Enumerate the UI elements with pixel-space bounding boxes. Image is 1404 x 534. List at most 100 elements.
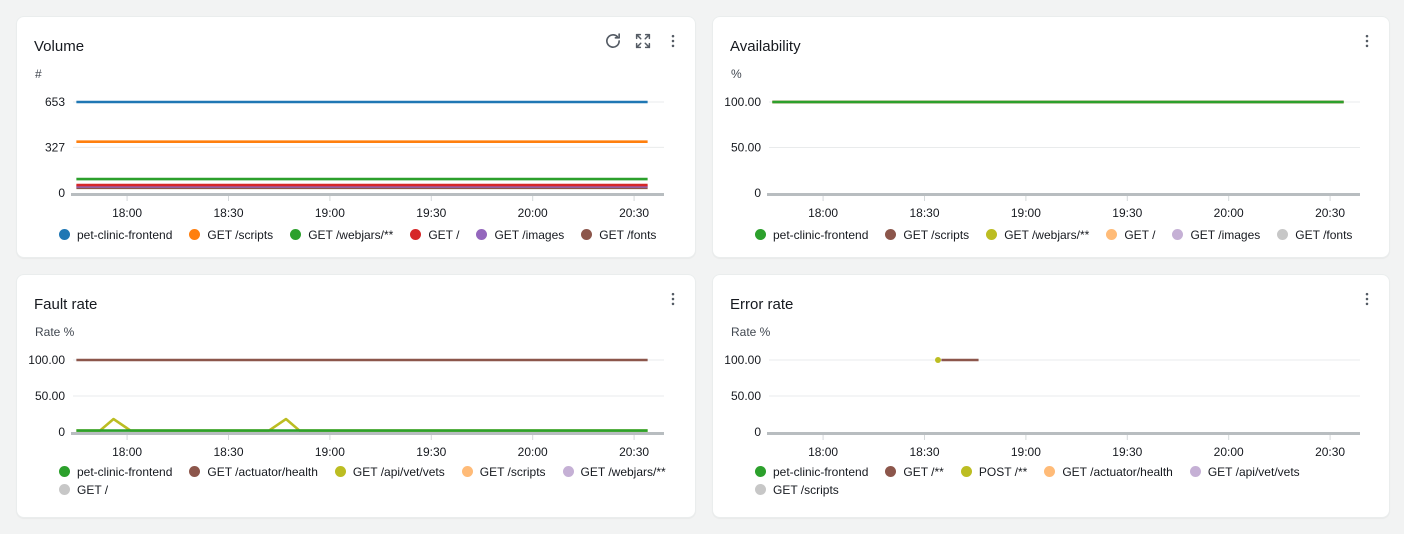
- legend-color-chip: [290, 229, 302, 240]
- legend-item[interactable]: GET /scripts: [885, 227, 969, 242]
- legend-item[interactable]: pet-clinic-frontend: [59, 227, 172, 242]
- legend-label: pet-clinic-frontend: [77, 464, 173, 479]
- x-tick-label: 20:30: [1315, 206, 1345, 220]
- x-tick-label: 20:30: [619, 206, 649, 220]
- x-tick-label: 18:30: [213, 206, 243, 220]
- x-tick-label: 18:30: [213, 445, 243, 459]
- x-tick-label: 19:30: [1112, 206, 1142, 220]
- legend-label: GET /actuator/health: [207, 464, 318, 479]
- legend-item[interactable]: POST /**: [960, 464, 1028, 479]
- legend-label: GET /webjars/**: [580, 464, 666, 479]
- y-tick-label: 100.00: [724, 353, 761, 367]
- legend-item[interactable]: GET /api/vet/vets: [1189, 464, 1300, 479]
- refresh-button[interactable]: [601, 29, 625, 53]
- legend-item[interactable]: GET /images: [476, 227, 564, 242]
- y-tick-label: 0: [58, 186, 65, 200]
- legend-item[interactable]: GET /: [59, 482, 108, 497]
- y-axis-unit-label: Rate %: [731, 325, 771, 339]
- legend-label: POST /**: [978, 464, 1028, 479]
- y-tick-label: 100.00: [28, 353, 65, 367]
- legend-color-chip: [59, 229, 70, 240]
- x-tick-label: 19:30: [416, 206, 446, 220]
- kebab-menu-icon: [664, 290, 682, 308]
- legend-item[interactable]: GET /actuator/health: [1044, 464, 1173, 479]
- panel-title: Availability: [730, 38, 801, 55]
- menu-button[interactable]: [1355, 287, 1379, 311]
- y-tick-label: 327: [45, 140, 65, 154]
- legend-item[interactable]: GET /: [1106, 227, 1155, 242]
- legend-color-chip: [1172, 229, 1184, 240]
- panel-actions: [1355, 287, 1379, 311]
- legend-label: GET /**: [903, 464, 944, 479]
- legend-label: GET /fonts: [599, 227, 657, 242]
- x-tick-label: 19:30: [1112, 445, 1142, 459]
- legend-color-chip: [410, 229, 422, 240]
- panel-title: Fault rate: [34, 296, 98, 313]
- legend-label: GET /fonts: [1295, 227, 1353, 242]
- kebab-menu-icon: [1358, 32, 1376, 50]
- legend-item[interactable]: pet-clinic-frontend: [59, 464, 172, 479]
- legend-item[interactable]: GET /: [410, 227, 459, 242]
- legend-label: GET /: [77, 482, 109, 497]
- series-point: [935, 357, 942, 363]
- menu-button[interactable]: [1355, 29, 1379, 53]
- x-tick-label: 19:30: [416, 445, 446, 459]
- x-tick-label: 18:00: [112, 206, 142, 220]
- chart-plot: 653 327 0 18:00 18:30 19:00 19:30 20:00 20:30: [45, 95, 664, 220]
- legend-color-chip: [59, 484, 70, 495]
- y-axis-unit-label: Rate %: [35, 325, 75, 339]
- x-tick-label: 20:30: [1315, 445, 1345, 459]
- legend-color-chip: [1106, 229, 1118, 240]
- x-tick-label: 18:00: [808, 445, 838, 459]
- legend-color-chip: [189, 466, 201, 477]
- legend-item[interactable]: GET /actuator/health: [189, 464, 318, 479]
- legend-label: GET /scripts: [773, 482, 839, 497]
- chart-legend: pet-clinic-frontend GET /scripts GET /webj…: [59, 227, 685, 242]
- legend-item[interactable]: GET /webjars/**: [986, 227, 1089, 242]
- legend-label: GET /webjars/**: [308, 227, 394, 242]
- legend-item[interactable]: GET /scripts: [461, 464, 546, 479]
- legend-color-chip: [885, 229, 897, 240]
- chart-legend: pet-clinic-frontend GET /actuator/health G…: [59, 464, 685, 497]
- legend-item[interactable]: GET /scripts: [189, 227, 273, 242]
- legend-label: GET /webjars/**: [1004, 227, 1090, 242]
- legend-color-chip: [755, 229, 766, 240]
- legend-item[interactable]: GET /**: [885, 464, 944, 479]
- maximize-button[interactable]: [631, 29, 655, 53]
- legend-color-chip: [59, 466, 70, 477]
- legend-label: pet-clinic-frontend: [773, 227, 869, 242]
- legend-color-chip: [476, 229, 488, 240]
- legend-item[interactable]: GET /fonts: [581, 227, 656, 242]
- legend-color-chip: [986, 229, 998, 240]
- legend-label: GET /api/vet/vets: [1207, 464, 1300, 479]
- menu-button[interactable]: [661, 287, 685, 311]
- legend-item[interactable]: GET /api/vet/vets: [334, 464, 445, 479]
- legend-item[interactable]: GET /scripts: [755, 482, 839, 497]
- expand-icon: [634, 32, 652, 50]
- legend-label: pet-clinic-frontend: [77, 227, 173, 242]
- panel-actions: [601, 29, 685, 53]
- legend-item[interactable]: GET /images: [1172, 227, 1260, 242]
- panel-actions: [661, 287, 685, 311]
- x-tick-label: 18:30: [909, 206, 939, 220]
- legend-item[interactable]: GET /webjars/**: [562, 464, 666, 479]
- legend-item[interactable]: GET /webjars/**: [290, 227, 393, 242]
- panel-title: Error rate: [730, 296, 794, 313]
- legend-color-chip: [1277, 229, 1289, 240]
- legend-item[interactable]: pet-clinic-frontend: [755, 464, 868, 479]
- x-tick-label: 18:30: [909, 445, 939, 459]
- menu-button[interactable]: [661, 29, 685, 53]
- series-line: [76, 417, 648, 432]
- legend-label: GET /scripts: [207, 227, 274, 242]
- legend-color-chip: [960, 466, 972, 477]
- legend-color-chip: [189, 229, 201, 240]
- x-tick-label: 20:00: [518, 206, 548, 220]
- x-tick-label: 20:00: [518, 445, 548, 459]
- legend-item[interactable]: GET /fonts: [1277, 227, 1352, 242]
- kebab-menu-icon: [664, 32, 682, 50]
- y-tick-label: 50.00: [731, 389, 761, 403]
- x-tick-label: 19:00: [1011, 206, 1041, 220]
- legend-label: GET /images: [494, 227, 565, 242]
- legend-item[interactable]: pet-clinic-frontend: [755, 227, 868, 242]
- y-tick-label: 0: [58, 425, 65, 439]
